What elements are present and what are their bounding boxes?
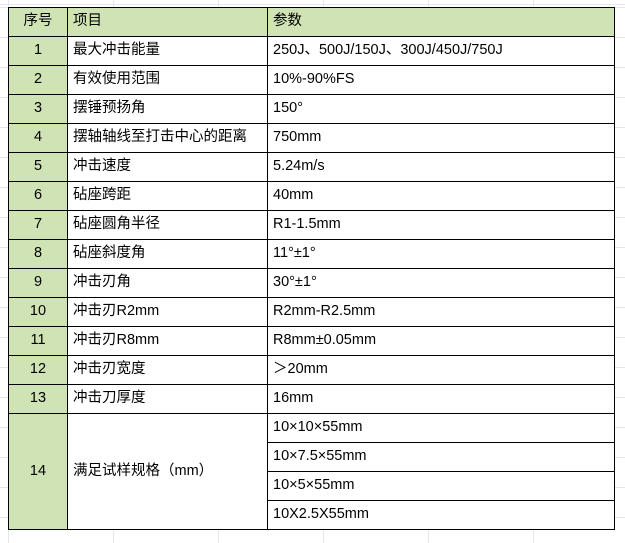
table-row: 6 砧座跨距 40mm	[8, 181, 615, 211]
row-number: 2	[8, 65, 68, 95]
row-number: 4	[8, 123, 68, 153]
table-row: 11 冲击刃R8mm R8mm±0.05mm	[8, 326, 615, 356]
row-item: 冲击刃R8mm	[67, 326, 268, 356]
row-item: 冲击刀厚度	[67, 384, 268, 414]
column-header-item: 项目	[67, 7, 268, 37]
row-number: 3	[8, 94, 68, 124]
row-number: 12	[8, 355, 68, 385]
row-param: 10X2.5X55mm	[267, 500, 615, 530]
row-param: R2mm-R2.5mm	[267, 297, 615, 327]
table-row: 9 冲击刃角 30°±1°	[8, 268, 615, 298]
row-item: 砧座跨距	[67, 181, 268, 211]
row-param: R8mm±0.05mm	[267, 326, 615, 356]
row-number: 5	[8, 152, 68, 182]
table-row: 7 砧座圆角半径 R1-1.5mm	[8, 210, 615, 240]
row-param: 750mm	[267, 123, 615, 153]
row-item: 砧座圆角半径	[67, 210, 268, 240]
row-item: 有效使用范围	[67, 65, 268, 95]
row-item: 最大冲击能量	[67, 36, 268, 66]
row-param: 16mm	[267, 384, 615, 414]
row-item: 冲击刃宽度	[67, 355, 268, 385]
table-row: 13 冲击刀厚度 16mm	[8, 384, 615, 414]
row-param: 10×10×55mm	[267, 413, 615, 443]
row-item: 摆轴轴线至打击中心的距离	[67, 123, 268, 153]
row-number: 9	[8, 268, 68, 298]
row-item: 冲击刃R2mm	[67, 297, 268, 327]
row-number: 13	[8, 384, 68, 414]
row-param: 11°±1°	[267, 239, 615, 269]
table-row: 2 有效使用范围 10%-90%FS	[8, 65, 615, 95]
row-param: 250J、500J/150J、300J/450J/750J	[267, 36, 615, 66]
table-row: 5 冲击速度 5.24m/s	[8, 152, 615, 182]
column-header-no: 序号	[8, 7, 68, 37]
row-number: 7	[8, 210, 68, 240]
row-param: ＞20mm	[267, 355, 615, 385]
table-row-merged: 14 满足试样规格（mm） 10×10×55mm	[8, 413, 615, 530]
specification-table: 序号 项目 参数 1 最大冲击能量 250J、500J/150J、300J/45…	[8, 7, 615, 530]
row-item: 冲击刃角	[67, 268, 268, 298]
table-row: 10 冲击刃R2mm R2mm-R2.5mm	[8, 297, 615, 327]
table-row: 4 摆轴轴线至打击中心的距离 750mm	[8, 123, 615, 153]
row-param: 40mm	[267, 181, 615, 211]
table-header-row: 序号 项目 参数	[8, 7, 615, 37]
row-number: 6	[8, 181, 68, 211]
row-param: 150°	[267, 94, 615, 124]
column-header-param: 参数	[267, 7, 615, 37]
spec-table-container: 序号 项目 参数 1 最大冲击能量 250J、500J/150J、300J/45…	[8, 7, 615, 530]
row-param: 10×7.5×55mm	[267, 442, 615, 472]
row-param: 30°±1°	[267, 268, 615, 298]
row-param: 10×5×55mm	[267, 471, 615, 501]
table-body: 序号 项目 参数 1 最大冲击能量 250J、500J/150J、300J/45…	[8, 7, 615, 530]
row-param: R1-1.5mm	[267, 210, 615, 240]
row-param: 5.24m/s	[267, 152, 615, 182]
row-item: 砧座斜度角	[67, 239, 268, 269]
row-number: 8	[8, 239, 68, 269]
row-item: 摆锤预扬角	[67, 94, 268, 124]
table-row: 1 最大冲击能量 250J、500J/150J、300J/450J/750J	[8, 36, 615, 66]
table-row: 3 摆锤预扬角 150°	[8, 94, 615, 124]
row-number: 14	[8, 413, 68, 530]
row-item: 满足试样规格（mm）	[67, 413, 268, 530]
row-number: 10	[8, 297, 68, 327]
table-row: 12 冲击刃宽度 ＞20mm	[8, 355, 615, 385]
row-number: 1	[8, 36, 68, 66]
row-item: 冲击速度	[67, 152, 268, 182]
row-param: 10%-90%FS	[267, 65, 615, 95]
row-number: 11	[8, 326, 68, 356]
table-row: 8 砧座斜度角 11°±1°	[8, 239, 615, 269]
